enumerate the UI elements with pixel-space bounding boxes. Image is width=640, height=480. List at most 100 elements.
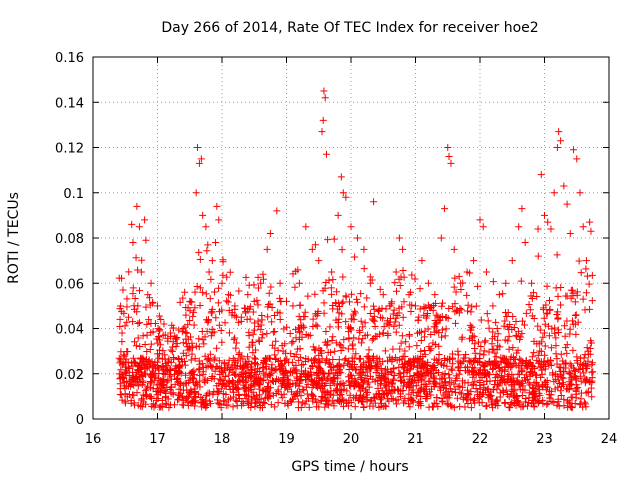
data-point [252, 391, 260, 399]
data-point [470, 357, 478, 365]
data-point [259, 270, 267, 278]
data-point [360, 404, 368, 412]
data-point [540, 314, 548, 322]
data-point [581, 400, 589, 408]
data-point [259, 377, 267, 385]
data-point [476, 350, 484, 358]
data-point-peak [521, 239, 529, 247]
data-point [489, 328, 497, 336]
data-point-peak [128, 220, 136, 228]
data-point [166, 372, 174, 380]
data-point [510, 399, 518, 407]
data-point [375, 305, 383, 313]
grid [93, 57, 609, 419]
data-point [303, 390, 311, 398]
data-point-peak [213, 202, 221, 210]
data-point [221, 319, 229, 327]
data-point [495, 364, 503, 372]
data-point [545, 332, 553, 340]
data-point [537, 358, 545, 366]
data-point [154, 385, 162, 393]
data-point [454, 383, 462, 391]
data-point [231, 370, 239, 378]
data-point [215, 365, 223, 373]
data-point [201, 352, 209, 360]
data-point [507, 400, 515, 408]
data-point [347, 324, 355, 332]
data-point [295, 356, 303, 364]
data-point [575, 257, 583, 265]
data-point [204, 362, 212, 370]
data-point [324, 348, 332, 356]
data-point [492, 353, 500, 361]
data-point [167, 358, 175, 366]
data-point [478, 399, 486, 407]
data-point [536, 326, 544, 334]
data-point [577, 269, 585, 277]
data-point [566, 370, 574, 378]
data-point [526, 306, 534, 314]
data-point [416, 305, 424, 313]
data-point [417, 347, 425, 355]
data-point [376, 330, 384, 338]
data-point [561, 332, 569, 340]
data-point [161, 368, 169, 376]
data-point [323, 396, 331, 404]
data-point [498, 378, 506, 386]
data-point [338, 246, 346, 254]
data-point [133, 389, 141, 397]
data-point [563, 317, 571, 325]
data-point [432, 320, 440, 328]
data-point-peak [124, 313, 132, 321]
data-point-peak [208, 257, 216, 265]
data-point [557, 301, 565, 309]
data-point [288, 339, 296, 347]
data-point [463, 291, 471, 299]
data-point-peak [537, 171, 545, 179]
data-point [480, 384, 488, 392]
data-point [210, 356, 218, 364]
data-point [316, 346, 324, 354]
data-point [211, 354, 219, 362]
data-point [164, 334, 172, 342]
data-point [475, 391, 483, 399]
x-tick-label: 24 [601, 432, 618, 447]
data-point [411, 275, 419, 283]
data-point [348, 372, 356, 380]
data-point-peak [555, 128, 563, 136]
data-point [552, 342, 560, 350]
data-point [199, 370, 207, 378]
data-point-peak [186, 297, 194, 305]
data-point [184, 401, 192, 409]
data-point [314, 383, 322, 391]
data-point [191, 398, 199, 406]
data-point-peak [353, 234, 361, 242]
data-point [130, 358, 138, 366]
data-point [549, 371, 557, 379]
data-point [369, 316, 377, 324]
data-point [124, 348, 132, 356]
data-point [251, 375, 259, 383]
data-point [412, 382, 420, 390]
data-point [457, 390, 465, 398]
data-point-peak [379, 291, 387, 299]
data-point [483, 310, 491, 318]
data-point [580, 398, 588, 406]
data-point [498, 372, 506, 380]
data-point-peak [576, 189, 584, 197]
data-point [563, 349, 571, 357]
data-point [489, 386, 497, 394]
data-point [406, 364, 414, 372]
data-point [238, 368, 246, 376]
data-point [149, 400, 157, 408]
data-point [309, 392, 317, 400]
data-point [413, 342, 421, 350]
data-point [286, 383, 294, 391]
data-point-peak [392, 268, 400, 276]
data-point [406, 403, 414, 411]
data-point [391, 354, 399, 362]
data-point [182, 371, 190, 379]
data-point-peak [263, 245, 271, 253]
data-point-peak [441, 205, 449, 213]
data-point [576, 401, 584, 409]
